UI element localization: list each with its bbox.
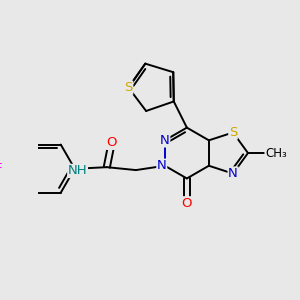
Text: S: S [124, 81, 133, 94]
Text: O: O [106, 136, 117, 149]
Text: O: O [182, 197, 192, 210]
Text: CH₃: CH₃ [265, 146, 287, 160]
Text: N: N [228, 167, 238, 180]
Text: N: N [157, 159, 166, 172]
Text: N: N [160, 134, 170, 147]
Text: F: F [0, 162, 2, 175]
Text: NH: NH [68, 164, 87, 177]
Text: S: S [229, 126, 237, 139]
